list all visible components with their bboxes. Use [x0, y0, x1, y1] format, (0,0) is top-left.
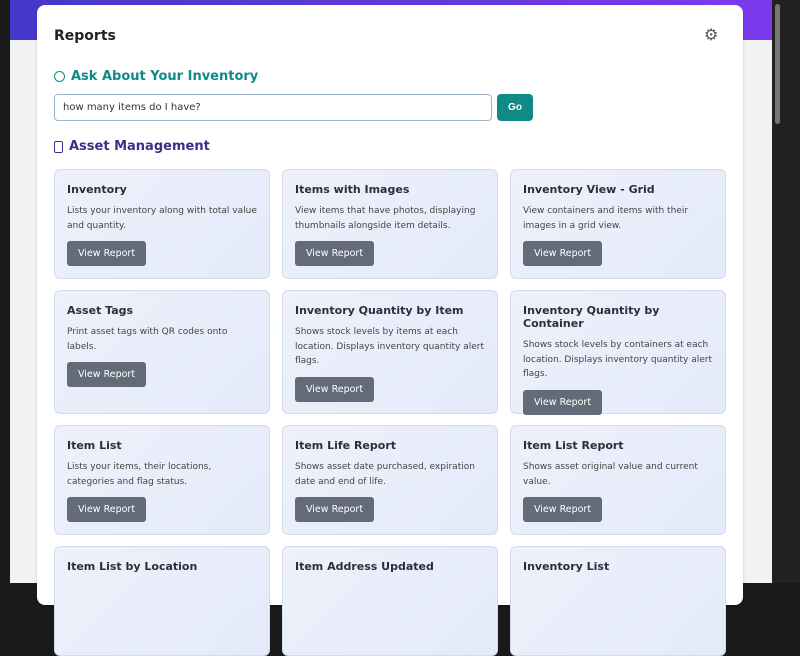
report-card: Item List Lists your items, their locatio… [54, 425, 270, 535]
report-title: Inventory Quantity by Item [295, 304, 464, 317]
view-report-button[interactable]: View Report [295, 376, 375, 402]
view-report-button[interactable]: View Report [295, 497, 375, 522]
report-card: Item Life Report Shows asset date purchas… [282, 425, 498, 535]
report-title: Item List by Location [67, 560, 198, 573]
report-description: Print asset tags with QR codes onto labe… [67, 327, 228, 352]
view-report-button[interactable]: View Report [67, 241, 147, 266]
view-report-button[interactable]: View Report [523, 389, 603, 415]
view-report-button[interactable]: View Report [295, 241, 375, 266]
report-description: Lists your items, their locations, categ… [67, 462, 212, 487]
report-card: Item List by Location [54, 546, 270, 656]
report-title: Item List Report [523, 439, 624, 452]
ask-input[interactable] [54, 94, 492, 121]
chat-icon [54, 71, 65, 82]
report-card: Inventory View - Grid View containers and… [510, 169, 726, 279]
scrollbar-thumb[interactable] [775, 4, 780, 124]
report-title: Item Address Updated [295, 560, 434, 573]
report-card: Item List Report Shows asset original val… [510, 425, 726, 535]
report-card: Inventory Quantity by Container Shows sto… [510, 290, 726, 415]
report-description: Shows asset original value and current v… [523, 462, 698, 487]
gear-icon[interactable]: ⚙ [704, 25, 719, 44]
reports-panel: Reports ⚙ Ask About Your Inventory Go As… [37, 5, 743, 656]
report-title: Inventory Quantity by Container [523, 304, 660, 330]
report-description: Shows stock levels by containers at each… [523, 340, 713, 379]
report-card: Inventory Lists your inventory along with… [54, 169, 270, 279]
section-heading: Asset Management [54, 139, 210, 154]
document-icon [54, 140, 63, 153]
report-title: Asset Tags [67, 304, 134, 317]
report-title: Inventory [67, 183, 127, 196]
report-card: Items with Images View items that have ph… [282, 169, 498, 279]
ask-heading: Ask About Your Inventory [54, 69, 258, 84]
go-button[interactable]: Go [497, 94, 533, 121]
page-title: Reports [54, 28, 116, 44]
section-heading-label: Asset Management [69, 139, 210, 154]
view-report-button[interactable]: View Report [523, 497, 603, 522]
report-card: Inventory List [510, 546, 726, 656]
ask-heading-label: Ask About Your Inventory [71, 69, 259, 84]
view-report-button[interactable]: View Report [67, 362, 147, 387]
report-title: Items with Images [295, 183, 410, 196]
report-title: Item Life Report [295, 439, 397, 452]
view-report-button[interactable]: View Report [523, 241, 603, 266]
report-card: Item Address Updated [282, 546, 498, 656]
view-report-button[interactable]: View Report [67, 497, 147, 522]
report-title: Inventory View - Grid [523, 183, 655, 196]
report-card: Inventory Quantity by Item Shows stock le… [282, 290, 498, 414]
report-description: View items that have photos, displaying … [295, 206, 476, 231]
report-description: Shows stock levels by items at each loca… [295, 327, 485, 366]
report-title: Inventory List [523, 560, 610, 573]
report-title: Item List [67, 439, 122, 452]
report-description: Lists your inventory along with total va… [67, 206, 257, 231]
report-description: Shows asset date purchased, expiration d… [295, 462, 475, 487]
report-description: View containers and items with their ima… [523, 206, 689, 231]
report-card: Asset Tags Print asset tags with QR codes… [54, 290, 270, 414]
